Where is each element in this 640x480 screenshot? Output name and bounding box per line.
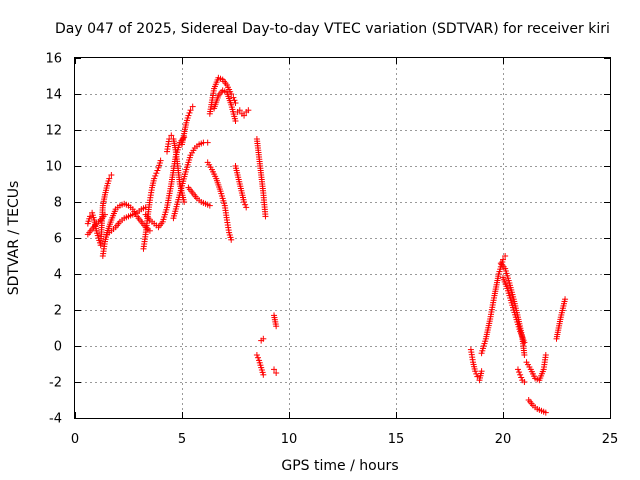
y-tick-label: 4 (54, 268, 62, 283)
data-point (241, 199, 248, 205)
data-point (542, 409, 549, 416)
data-point (241, 112, 248, 119)
data-point (157, 157, 164, 164)
y-tick-label: 16 (45, 52, 62, 67)
data-point (273, 323, 280, 330)
x-tick-label: 10 (281, 432, 298, 447)
data-point (521, 379, 528, 385)
y-tick-label: 0 (54, 340, 62, 355)
data-point (262, 213, 269, 220)
y-tick-label: 12 (45, 124, 62, 139)
data-point (108, 172, 115, 178)
y-tick-label: -2 (49, 376, 62, 391)
data-point (185, 112, 192, 119)
data-point (181, 199, 188, 205)
data-point (153, 170, 160, 177)
data-point (86, 213, 93, 220)
chart-title: Day 047 of 2025, Sidereal Day-to-day VTE… (55, 21, 610, 37)
data-point (168, 132, 175, 139)
data-point (254, 354, 261, 361)
data-point (514, 366, 521, 373)
y-tick-label: 14 (45, 88, 62, 103)
y-tick-labels: -4 -2 0 2 4 6 8 10 12 14 16 (45, 52, 62, 427)
data-point (474, 373, 481, 380)
data-point (230, 94, 237, 101)
data-point (271, 366, 278, 373)
data-point (516, 369, 523, 376)
data-point (152, 172, 159, 179)
data-points (84, 74, 569, 416)
axis-ticks (75, 58, 611, 419)
data-point (228, 236, 235, 243)
x-tick-label: 20 (495, 432, 512, 447)
x-tick-label: 15 (388, 432, 405, 447)
data-point (189, 103, 196, 110)
data-point (521, 339, 528, 346)
y-tick-label: 6 (54, 232, 62, 247)
data-point (253, 352, 260, 358)
data-point (242, 201, 249, 208)
x-tick-labels: 0 5 10 15 20 25 (71, 432, 618, 447)
data-point (151, 175, 158, 182)
data-point (562, 296, 569, 303)
data-point (517, 371, 524, 378)
data-point (245, 107, 252, 114)
data-point (243, 204, 250, 211)
data-point (106, 175, 113, 182)
data-point (154, 167, 161, 174)
data-point (206, 202, 213, 209)
data-point (146, 227, 153, 234)
data-point (502, 253, 509, 259)
x-tick-label: 5 (178, 432, 186, 447)
data-point (518, 374, 525, 381)
data-point (478, 368, 485, 375)
plot-frame (74, 57, 611, 419)
data-point (186, 109, 193, 116)
y-tick-label: -4 (49, 412, 62, 427)
y-tick-label: 8 (54, 196, 62, 211)
data-point (273, 370, 280, 376)
data-point (521, 352, 528, 358)
data-point (232, 118, 239, 124)
y-tick-label: 2 (54, 304, 62, 319)
x-tick-label: 25 (602, 432, 619, 447)
data-point (204, 139, 211, 146)
x-axis-label: GPS time / hours (281, 458, 398, 474)
data-point (236, 107, 243, 114)
data-point (500, 256, 506, 263)
data-point (542, 352, 549, 358)
data-point (260, 335, 267, 342)
y-axis-label: SDTVAR / TECUs (6, 181, 22, 296)
data-point (187, 107, 194, 114)
data-point (472, 368, 479, 375)
x-tick-label: 0 (71, 432, 79, 447)
y-tick-label: 10 (45, 160, 62, 175)
data-point (101, 211, 108, 218)
data-point (260, 371, 267, 378)
